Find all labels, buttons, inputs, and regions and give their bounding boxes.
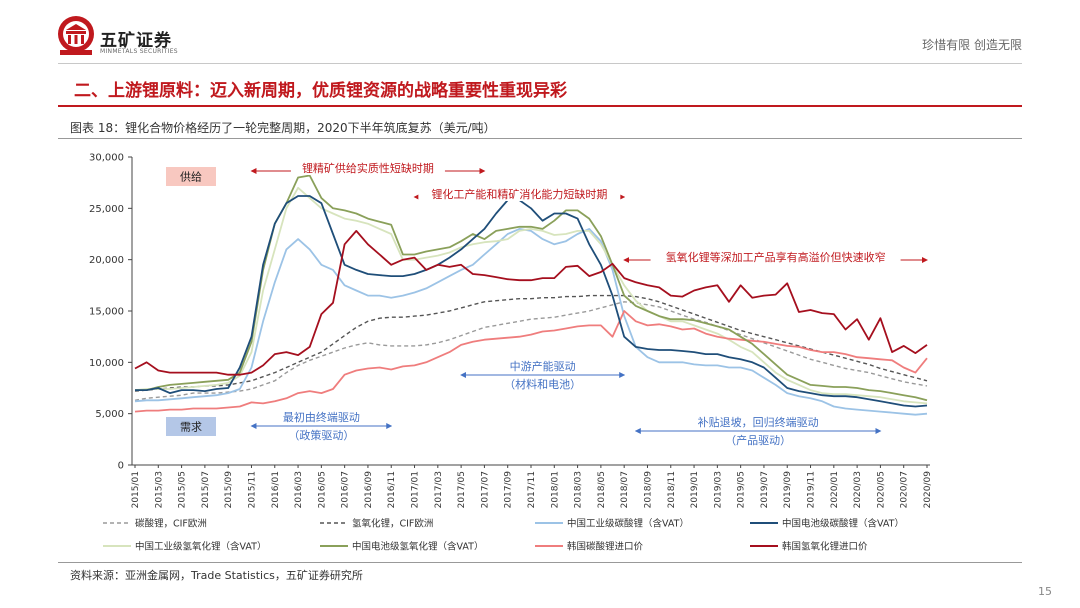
y-tick-label: 25,000 xyxy=(89,204,124,215)
annotation-bg xyxy=(275,410,368,423)
page-number: 15 xyxy=(1038,585,1052,598)
chart-annotations: 锂精矿供给实质性短缺时期锂化工产能和精矿消化能力短缺时期氢氧化锂等深加工产品享有… xyxy=(166,160,928,447)
x-tick-label: 2018/07 xyxy=(620,471,630,508)
series-line xyxy=(135,195,928,408)
series-line xyxy=(134,228,928,416)
x-tick-label: 2016/05 xyxy=(317,471,327,508)
x-tick-label: 2018/05 xyxy=(597,471,607,508)
annotation-label: 锂精矿供给实质性短缺时期 xyxy=(302,161,434,175)
x-tick-label: 2020/01 xyxy=(830,471,840,508)
x-tick-label: 2015/03 xyxy=(154,471,164,508)
x-tick-label: 2019/07 xyxy=(760,471,770,508)
chart-legend: 碳酸锂，CIF欧洲 氢氧化锂，CIF欧洲 中国工业级碳酸锂（含VAT） 中国电池级碳酸… xyxy=(103,518,904,553)
annotation-label: 最初由终端驱动 xyxy=(283,410,360,424)
y-tick-label: 5,000 xyxy=(95,409,124,420)
annotation-bg xyxy=(418,186,621,201)
legend-label: 中国工业级碳酸锂（含VAT） xyxy=(567,518,689,530)
chart-series xyxy=(134,174,928,416)
logo-emblem-icon xyxy=(58,16,94,55)
x-tick-label: 2017/11 xyxy=(527,471,537,508)
y-tick-label: 30,000 xyxy=(89,153,124,164)
y-tick-label: 15,000 xyxy=(89,307,124,318)
x-tick-label: 2015/05 xyxy=(178,471,188,508)
annotation-bg xyxy=(650,249,901,264)
x-tick-label: 2015/07 xyxy=(201,471,211,508)
annotation-sublabel: （产品驱动） xyxy=(725,433,791,447)
x-tick-label: 2017/03 xyxy=(434,471,444,508)
x-tick-label: 2019/01 xyxy=(690,471,700,508)
title-divider xyxy=(58,105,1022,107)
x-tick-label: 2017/09 xyxy=(504,471,514,509)
y-tick-label: 0 xyxy=(118,461,124,472)
x-tick-label: 2018/11 xyxy=(667,471,677,508)
x-tick-label: 2016/01 xyxy=(271,471,281,508)
header-divider xyxy=(58,63,1022,64)
brand-name: 五矿证券 xyxy=(100,31,172,51)
x-tick-label: 2016/09 xyxy=(364,471,374,509)
source-divider xyxy=(58,562,1022,563)
annotation-bg xyxy=(290,160,445,175)
series-line xyxy=(134,310,928,413)
legend-label: 氢氧化锂，CIF欧洲 xyxy=(352,518,433,530)
x-tick-label: 2019/03 xyxy=(713,471,723,508)
x-tick-label: 2017/05 xyxy=(457,471,467,508)
brand-subtitle: MINMETALS SECURITIES xyxy=(100,48,178,55)
x-tick-label: 2019/09 xyxy=(783,471,793,509)
supply-box-label: 供给 xyxy=(180,170,202,184)
company-logo xyxy=(56,14,96,56)
x-tick-label: 2019/05 xyxy=(737,471,747,508)
x-tick-label: 2016/07 xyxy=(341,471,351,508)
series-line xyxy=(134,230,928,376)
legend-label: 中国电池级碳酸锂（含VAT） xyxy=(782,518,904,530)
slogan: 珍惜有限 创造无限 xyxy=(922,38,1022,52)
series-line xyxy=(135,174,928,402)
annotation-label: 中游产能驱动 xyxy=(510,359,576,373)
x-tick-label: 2016/11 xyxy=(387,471,397,508)
x-tick-label: 2015/09 xyxy=(224,471,234,509)
x-tick-label: 2015/11 xyxy=(247,471,257,508)
annotation-label: 氢氧化锂等深加工产品享有高溢价但快速收窄 xyxy=(666,250,886,264)
legend-label: 碳酸锂，CIF欧洲 xyxy=(135,518,207,530)
annotation-label: 锂化工产能和精矿消化能力短缺时期 xyxy=(431,187,607,201)
annotation-label: 补贴退坡，回归终端驱动 xyxy=(698,415,819,429)
annotation-bg xyxy=(688,415,829,428)
series-line xyxy=(134,294,928,392)
annotation-sublabel: （材料和电池） xyxy=(504,377,581,391)
x-tick-label: 2017/01 xyxy=(411,471,421,508)
source-note: 资料来源：亚洲金属网，Trade Statistics，五矿证券研究所 xyxy=(70,569,363,582)
x-tick-label: 2020/09 xyxy=(923,471,933,509)
demand-box-label: 需求 xyxy=(180,421,202,434)
x-tick-label: 2020/07 xyxy=(900,471,910,508)
legend-label: 中国电池级氢氧化锂（含VAT） xyxy=(352,541,483,553)
legend-label: 韩国氢氧化锂进口价 xyxy=(782,541,868,553)
x-tick-label: 2018/01 xyxy=(550,471,560,508)
demand-box xyxy=(166,417,216,436)
x-tick-label: 2018/09 xyxy=(643,471,653,509)
y-tick-label: 20,000 xyxy=(89,255,124,266)
x-tick-label: 2016/03 xyxy=(294,471,304,508)
y-tick-label: 10,000 xyxy=(89,358,124,369)
x-tick-label: 2020/05 xyxy=(876,471,886,508)
legend-label: 中国工业级氢氧化锂（含VAT） xyxy=(135,541,266,553)
supply-box xyxy=(166,167,216,186)
section-title: 二、上游锂原料：迈入新周期，优质锂资源的战略重要性重现异彩 xyxy=(74,81,567,101)
x-tick-label: 2015/01 xyxy=(131,471,141,508)
x-tick-label: 2018/03 xyxy=(574,471,584,508)
series-line xyxy=(134,186,928,405)
legend-label: 韩国碳酸锂进口价 xyxy=(567,541,644,553)
x-tick-label: 2019/11 xyxy=(807,471,817,508)
x-tick-label: 2020/03 xyxy=(853,471,863,508)
series-line xyxy=(134,301,928,401)
annotation-sublabel: （政策驱动） xyxy=(288,428,354,442)
chart-axes: 0 5,000 10,000 15,000 20,000 25,000 30,000 2015… xyxy=(89,153,933,509)
x-tick-label: 2017/07 xyxy=(480,471,490,508)
chart-caption: 图表 18：锂化合物价格经历了一轮完整周期，2020下半年筑底复苏（美元/吨） xyxy=(70,121,496,135)
annotation-bg xyxy=(502,359,583,372)
caption-divider xyxy=(58,138,1022,139)
